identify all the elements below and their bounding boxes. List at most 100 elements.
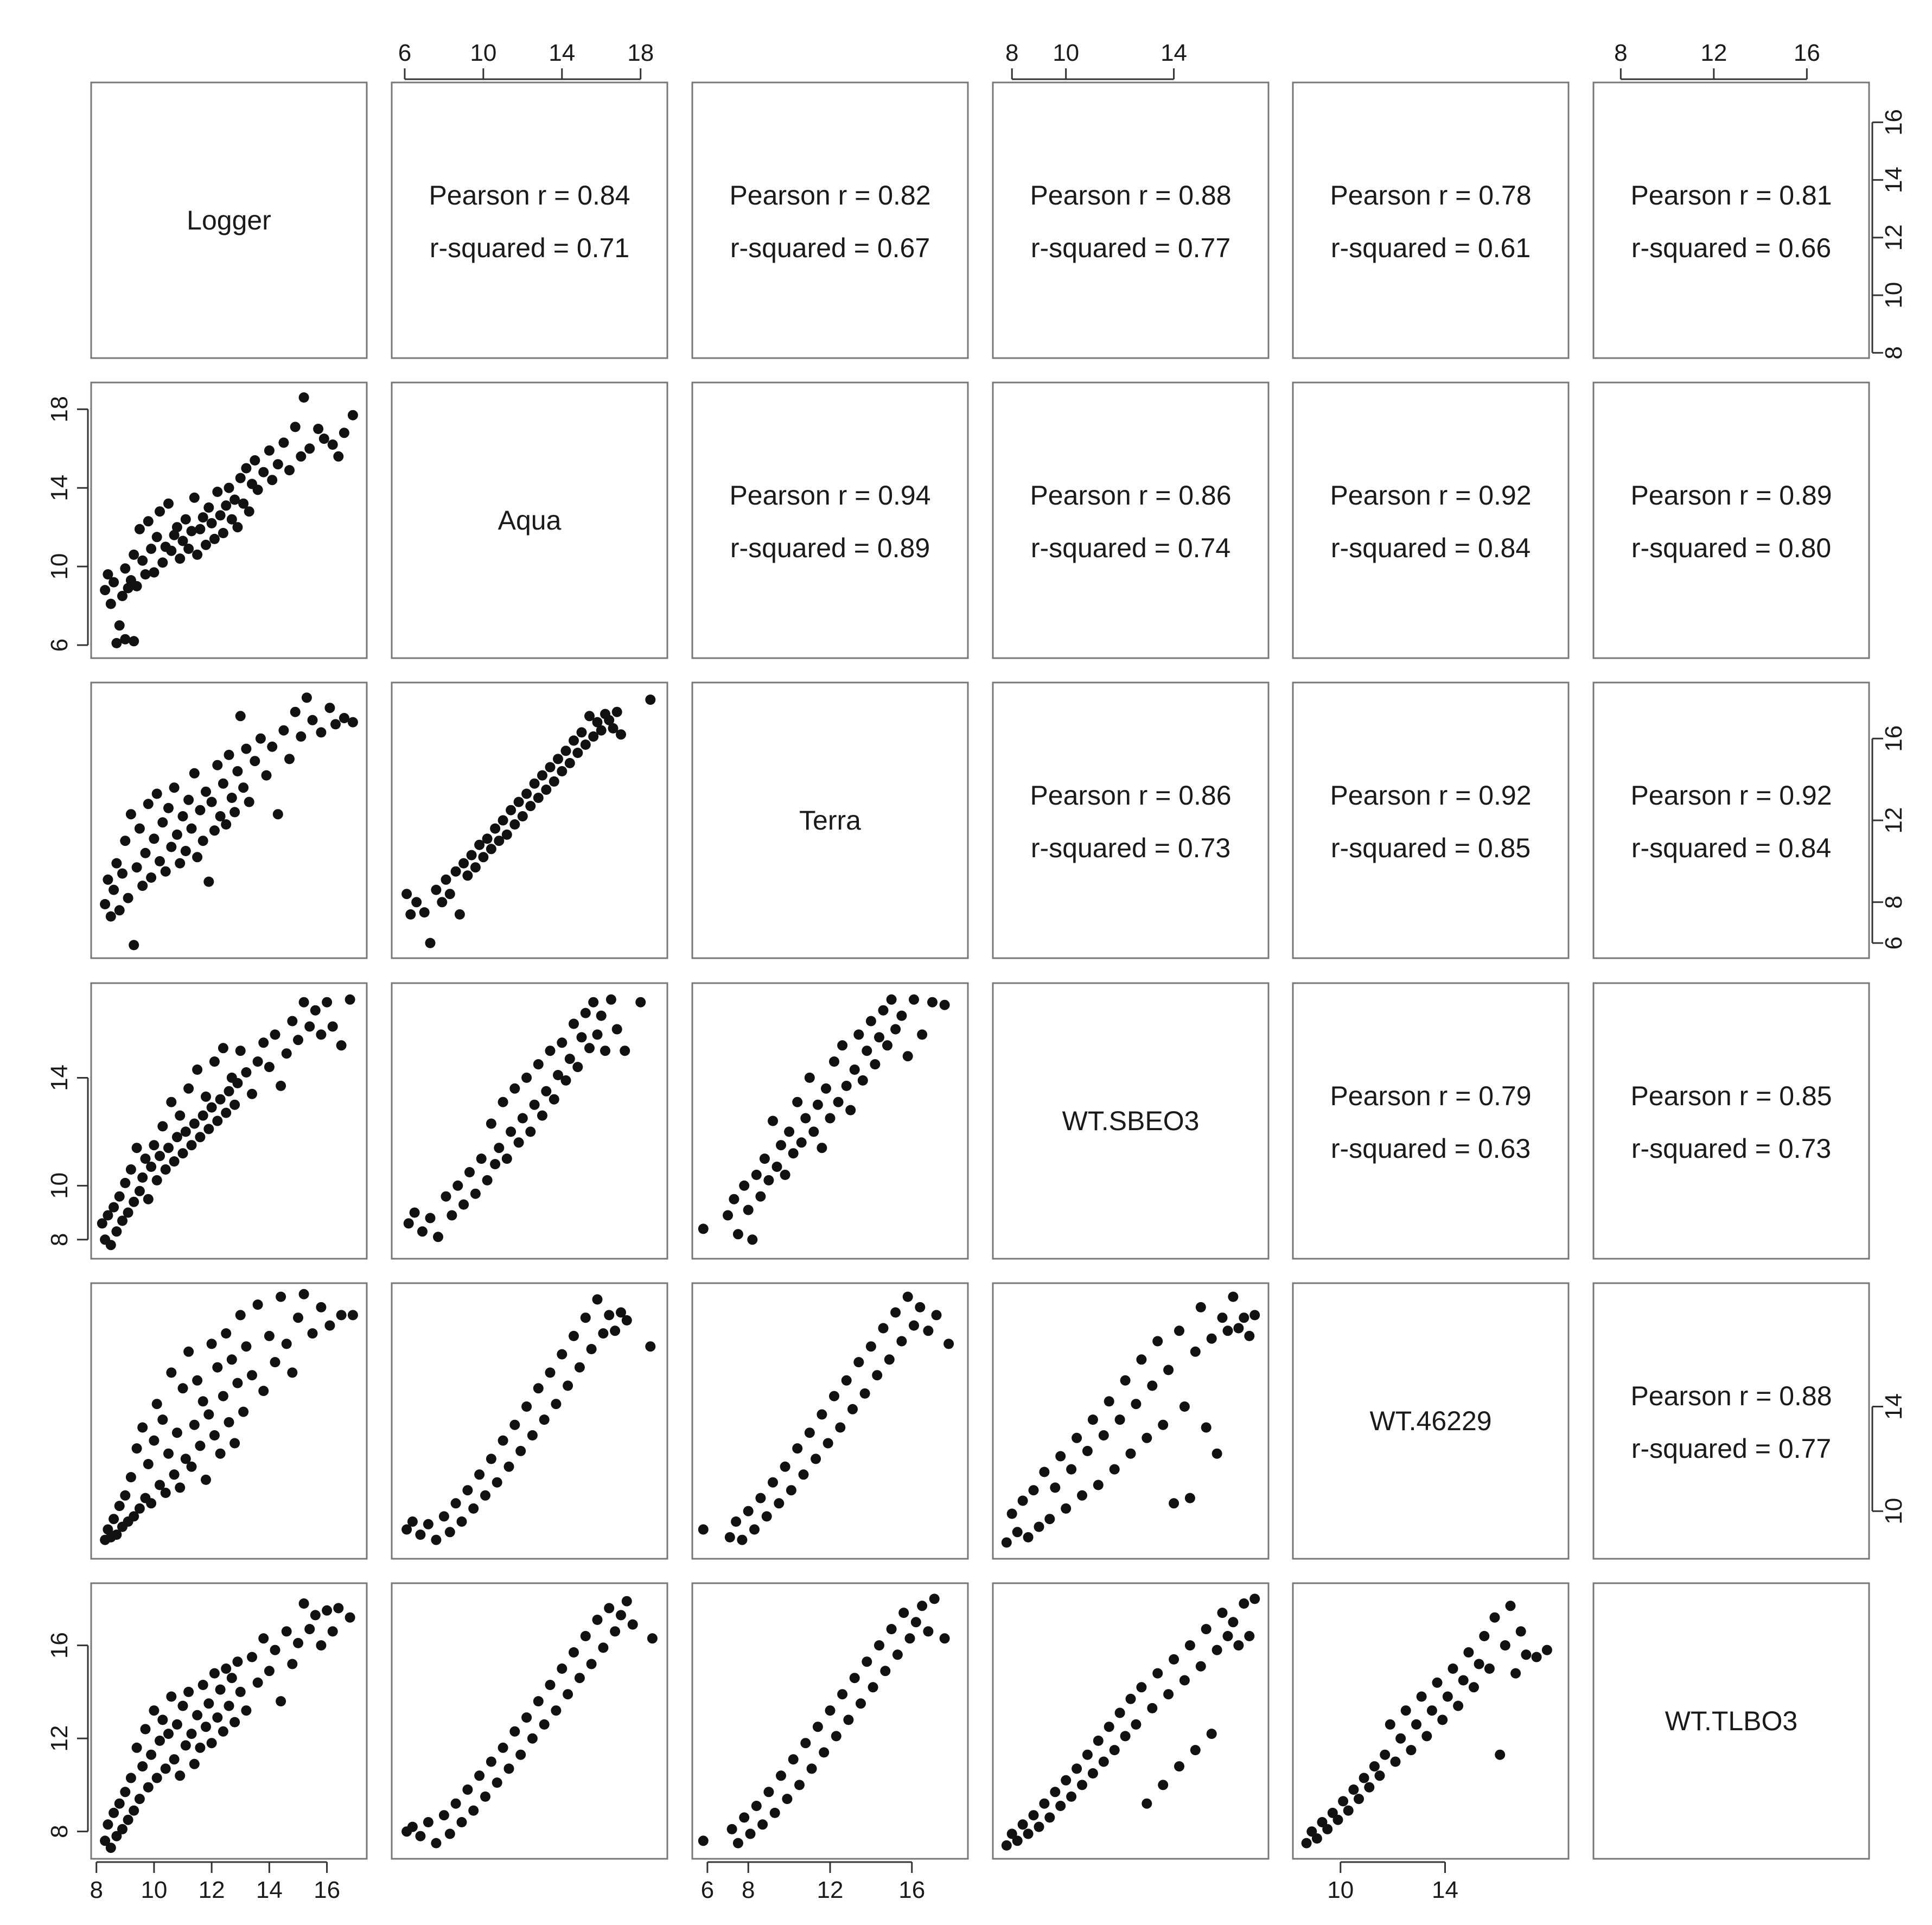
scatter-point xyxy=(841,1080,852,1091)
scatter-point xyxy=(197,512,208,523)
scatter-point xyxy=(580,1008,591,1018)
scatter-point xyxy=(1421,1731,1432,1742)
scatter-point xyxy=(902,1291,913,1302)
scatter-point xyxy=(1469,1682,1479,1693)
scatter-point xyxy=(1114,1414,1125,1425)
scatter-point xyxy=(1195,1661,1206,1672)
scatter-point xyxy=(232,1078,243,1088)
scatter-point xyxy=(592,1029,603,1040)
scatter-point xyxy=(749,1524,760,1535)
scatter-point xyxy=(232,1378,243,1388)
scatter-point xyxy=(250,455,260,466)
scatter-point xyxy=(923,1626,934,1637)
scatter-point xyxy=(1050,1787,1061,1797)
scatter-point xyxy=(134,524,145,534)
scatter-point xyxy=(470,1188,481,1199)
scatter-point xyxy=(114,1798,125,1809)
scatter-point xyxy=(874,1032,884,1043)
scatter-point xyxy=(1380,1749,1391,1760)
y-tick-label: 8 xyxy=(46,1825,73,1838)
scatter-point xyxy=(345,994,355,1005)
scatter-point xyxy=(521,788,532,799)
scatter-point xyxy=(146,1749,157,1760)
scatter-point xyxy=(452,1180,463,1191)
scatter-point xyxy=(327,1626,338,1637)
scatter-point xyxy=(137,555,148,566)
scatter-point xyxy=(560,1075,571,1086)
scatter-point xyxy=(1125,1448,1136,1459)
scatter-point xyxy=(109,1514,119,1525)
scatter-point xyxy=(1244,1330,1255,1341)
scatter-point xyxy=(1239,1598,1249,1609)
scatter-point xyxy=(166,1367,177,1378)
scatter-point xyxy=(1343,1805,1354,1816)
scatter-point xyxy=(878,1005,889,1016)
scatter-point xyxy=(1017,1819,1028,1830)
scatter-point xyxy=(215,811,226,821)
scatter-point xyxy=(333,451,344,462)
pearson-r-label: Pearson r = 0.84 xyxy=(429,180,630,211)
scatter-point xyxy=(324,703,335,713)
variable-label: WT.46229 xyxy=(1369,1406,1491,1436)
r-squared-label: r-squared = 0.80 xyxy=(1631,533,1831,563)
scatter-point xyxy=(492,1777,502,1788)
scatter-point xyxy=(1109,1464,1120,1475)
scatter-point xyxy=(1400,1705,1411,1716)
scatter-point xyxy=(310,1005,321,1016)
scatter-point xyxy=(155,856,165,866)
x-tick-label: 12 xyxy=(817,1877,844,1903)
scatter-point xyxy=(462,870,473,881)
scatter-point xyxy=(580,1631,591,1641)
scatter-point xyxy=(195,1440,206,1451)
scatter-point xyxy=(419,907,430,918)
scatter-point xyxy=(347,1310,358,1321)
scatter-point xyxy=(140,1724,151,1735)
scatter-point xyxy=(143,1194,154,1204)
x-tick-label: 14 xyxy=(549,40,575,66)
scatter-point xyxy=(829,1056,839,1067)
scatter-point xyxy=(183,1346,194,1357)
scatter-point xyxy=(513,1137,524,1148)
scatter-point xyxy=(1348,1784,1359,1795)
y-tick-label: 6 xyxy=(46,639,73,652)
r-squared-label: r-squared = 0.63 xyxy=(1331,1133,1531,1164)
scatter-point xyxy=(786,1485,796,1496)
scatter-point xyxy=(437,897,448,908)
scatter-point xyxy=(1158,1419,1169,1430)
scatter-point xyxy=(206,1338,217,1349)
scatter-point xyxy=(1061,1775,1072,1786)
scatter-point xyxy=(515,1445,526,1456)
scatter-point xyxy=(1028,1810,1039,1821)
scatter-point xyxy=(804,1072,815,1083)
y-tick-label: 10 xyxy=(46,1172,73,1199)
x-tick-label: 10 xyxy=(141,1877,167,1903)
panel-5-2 xyxy=(691,1582,969,1860)
scatter-point xyxy=(298,392,309,403)
scatter-point xyxy=(837,1689,848,1700)
panel-1-5 xyxy=(1592,381,1870,659)
scatter-point xyxy=(521,1712,532,1723)
scatter-point xyxy=(238,1406,249,1417)
scatter-point xyxy=(1001,1840,1012,1851)
scatter-point xyxy=(898,1608,909,1618)
scatter-point xyxy=(201,1722,211,1732)
scatter-point xyxy=(564,758,575,768)
scatter-point xyxy=(221,1663,232,1674)
scatter-point xyxy=(241,1067,252,1078)
scatter-point xyxy=(201,1091,211,1102)
scatter-point xyxy=(1179,1675,1190,1686)
scatter-point xyxy=(1359,1773,1369,1783)
panel-1-3 xyxy=(992,381,1270,659)
scatter-point xyxy=(450,1498,461,1509)
scatter-point xyxy=(149,1705,160,1716)
scatter-point xyxy=(882,1040,892,1051)
scatter-point xyxy=(739,1812,750,1823)
scatter-point xyxy=(226,793,237,803)
scatter-point xyxy=(157,557,168,568)
scatter-point xyxy=(732,1838,743,1848)
x-tick-label: 8 xyxy=(742,1877,755,1903)
scatter-point xyxy=(843,1714,854,1725)
scatter-point xyxy=(97,1218,107,1229)
scatter-point xyxy=(120,836,131,846)
scatter-point xyxy=(857,1075,868,1086)
